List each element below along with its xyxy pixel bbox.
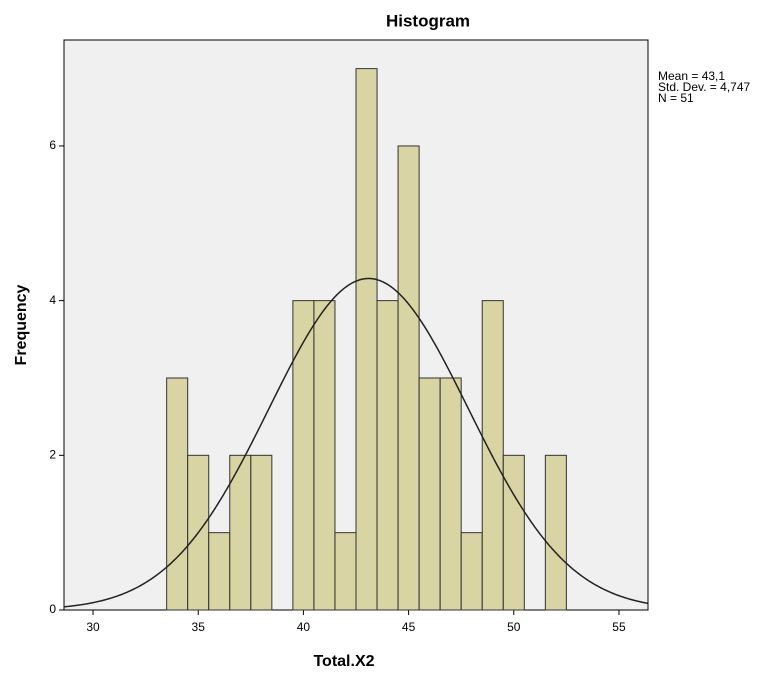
bar	[461, 533, 482, 610]
y-axis-title: Frequency	[13, 284, 30, 365]
bar	[314, 301, 335, 610]
y-tick-label: 4	[49, 293, 56, 307]
bar	[167, 378, 188, 610]
bar	[377, 301, 398, 610]
x-tick-label: 50	[507, 620, 521, 634]
bar	[419, 378, 440, 610]
bar	[545, 455, 566, 610]
page: {"chart_data": {"type": "histogram", "ti…	[0, 0, 776, 678]
bar	[398, 146, 419, 610]
bar	[503, 455, 524, 610]
chart: Histogram Total.X2 Frequency 0 2 4 6 30 35 40 4…	[0, 0, 776, 673]
y-tick-label: 6	[49, 138, 56, 152]
bar	[251, 455, 272, 610]
x-axis-title: Total.X2	[313, 653, 374, 670]
bar	[356, 69, 377, 610]
x-tick-label: 30	[86, 620, 100, 634]
x-tick-label: 35	[192, 620, 206, 634]
bar	[209, 533, 230, 610]
bar	[440, 378, 461, 610]
bar	[335, 533, 356, 610]
chart-title: Histogram	[386, 11, 470, 30]
x-tick-label: 40	[297, 620, 311, 634]
y-tick-label: 2	[49, 447, 56, 461]
x-tick-label: 45	[402, 620, 416, 634]
y-tick-label: 0	[49, 602, 56, 616]
stat-label: N = 51	[658, 91, 694, 105]
bar	[293, 301, 314, 610]
x-tick-label: 55	[612, 620, 626, 634]
